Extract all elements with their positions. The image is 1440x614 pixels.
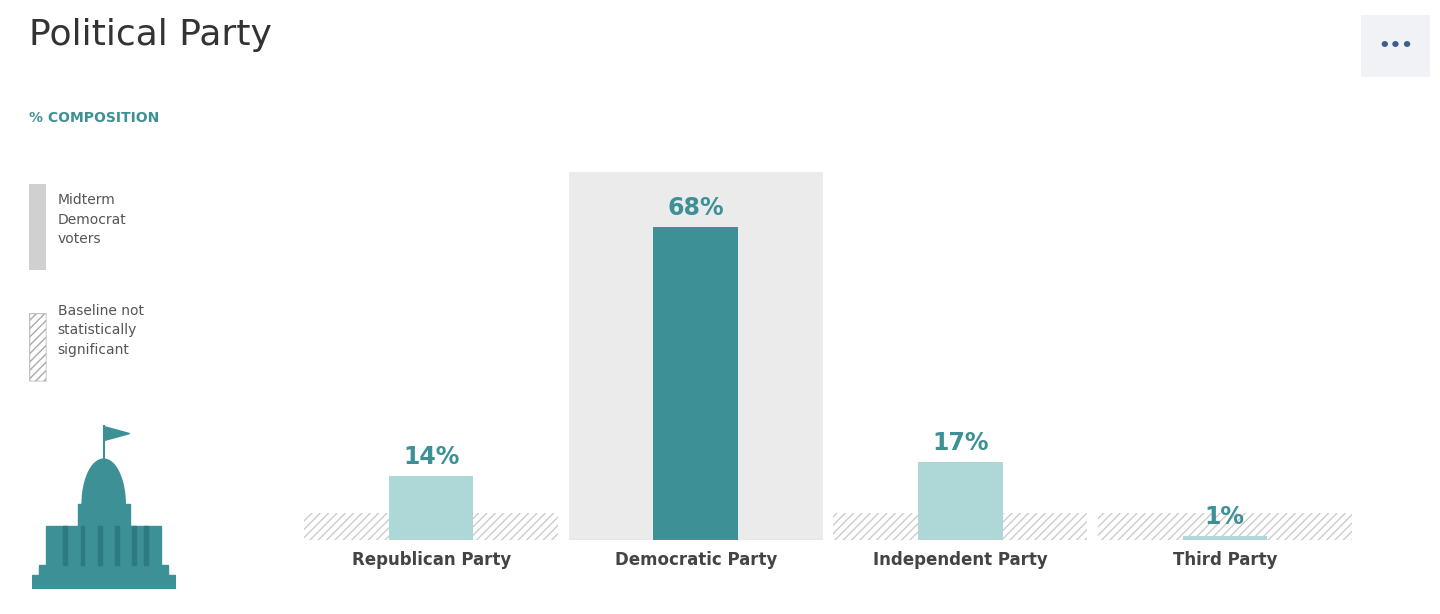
Bar bbox=[115, 526, 118, 565]
Bar bbox=[304, 172, 559, 540]
Bar bbox=[917, 462, 1002, 540]
Text: Baseline not
statistically
significant: Baseline not statistically significant bbox=[58, 304, 144, 357]
Text: 17%: 17% bbox=[932, 431, 988, 455]
Bar bbox=[304, 513, 559, 540]
Bar bbox=[98, 526, 101, 565]
Text: 68%: 68% bbox=[667, 196, 724, 220]
Bar bbox=[834, 513, 1087, 540]
Text: 1%: 1% bbox=[1205, 505, 1244, 529]
Bar bbox=[389, 476, 474, 540]
Polygon shape bbox=[82, 459, 125, 505]
Bar bbox=[46, 526, 161, 565]
Bar bbox=[78, 505, 130, 526]
Polygon shape bbox=[104, 427, 130, 441]
Polygon shape bbox=[82, 462, 125, 505]
Text: % COMPOSITION: % COMPOSITION bbox=[29, 111, 158, 125]
Bar bbox=[39, 565, 168, 575]
Bar bbox=[654, 227, 739, 540]
Bar bbox=[1097, 172, 1352, 540]
Bar bbox=[32, 575, 176, 589]
Bar bbox=[144, 526, 148, 565]
Text: Political Party: Political Party bbox=[29, 18, 272, 52]
Text: 14%: 14% bbox=[403, 445, 459, 469]
Bar bbox=[63, 526, 66, 565]
Text: •••: ••• bbox=[1378, 37, 1413, 55]
Bar bbox=[1182, 535, 1267, 540]
Text: Midterm
Democrat
voters: Midterm Democrat voters bbox=[58, 193, 127, 246]
Bar bbox=[132, 526, 135, 565]
Bar bbox=[834, 172, 1087, 540]
Bar bbox=[81, 526, 84, 565]
Bar bbox=[1097, 513, 1352, 540]
Bar bbox=[569, 172, 822, 540]
